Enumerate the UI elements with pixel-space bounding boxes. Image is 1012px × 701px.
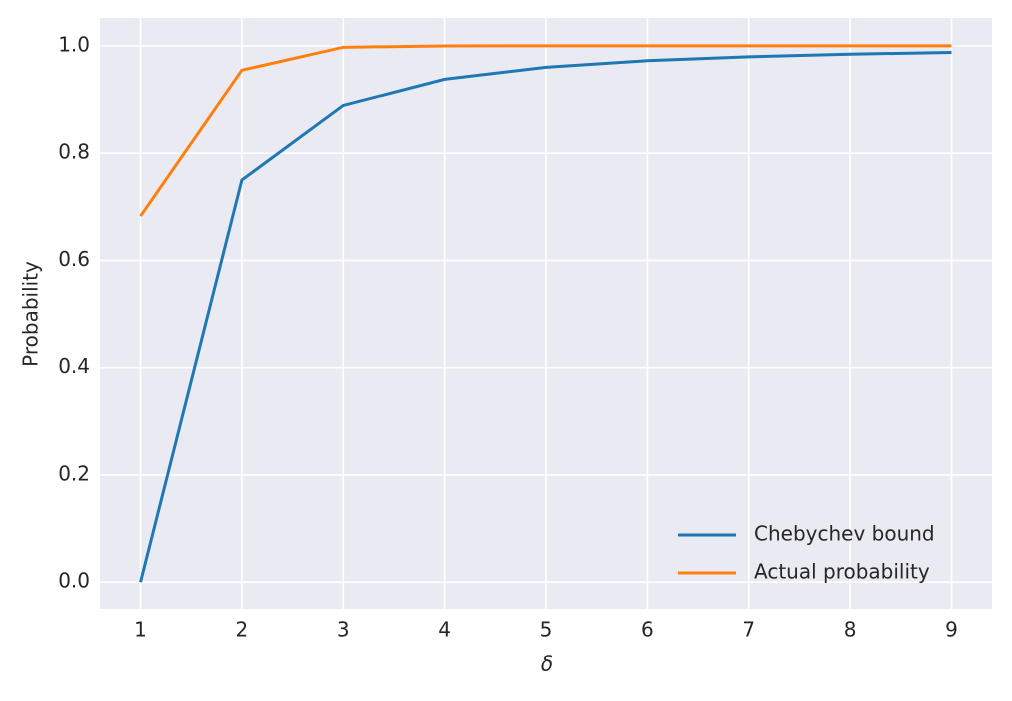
legend-label: Actual probability: [754, 560, 930, 584]
y-tick-label: 0.4: [58, 354, 90, 378]
x-tick-label: 3: [337, 618, 350, 642]
y-axis-label: Probability: [19, 261, 43, 367]
x-tick-label: 9: [945, 618, 958, 642]
x-tick-label: 1: [134, 618, 147, 642]
x-tick-label: 4: [438, 618, 451, 642]
x-tick-label: 8: [844, 618, 857, 642]
y-tick-label: 1.0: [58, 32, 90, 56]
y-tick-label: 0.6: [58, 247, 90, 271]
line: [139, 50, 952, 583]
legend-label: Chebychev bound: [754, 522, 935, 546]
line: [139, 44, 952, 217]
y-tick-label: 0.0: [58, 569, 90, 593]
y-tick-label: 0.2: [58, 461, 90, 485]
x-axis-label: δ: [541, 652, 553, 676]
y-tick-label: 0.8: [58, 140, 90, 164]
x-tick-label: 2: [236, 618, 249, 642]
x-tick-label: 7: [742, 618, 755, 642]
x-tick-label: 6: [641, 618, 654, 642]
x-tick-label: 5: [540, 618, 553, 642]
